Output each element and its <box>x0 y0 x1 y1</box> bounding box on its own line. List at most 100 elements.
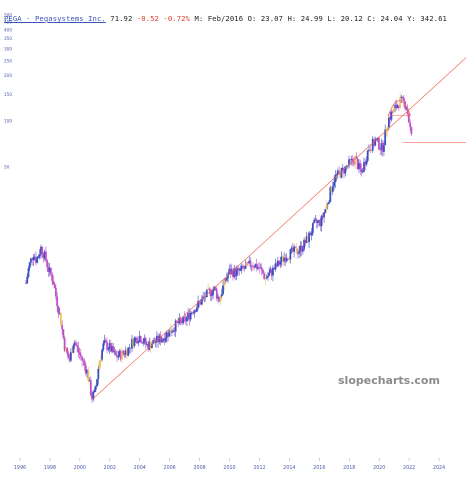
close-label: C: <box>367 14 377 23</box>
price-bar-body <box>364 162 367 165</box>
close-value: 24.04 <box>380 14 403 23</box>
price-bar-body <box>267 275 269 278</box>
price-bar-body <box>254 264 257 268</box>
price-bar-body <box>118 351 121 357</box>
price-bar-body <box>175 320 178 322</box>
price-bar-body <box>83 360 86 366</box>
price-bar-body <box>143 338 146 343</box>
price-bar-body <box>340 168 343 178</box>
price-bar-body <box>66 347 69 354</box>
price-bar-body <box>38 254 41 257</box>
price-bar-body <box>232 269 234 278</box>
price-bar-body <box>86 370 88 374</box>
price-bar-body <box>187 312 190 318</box>
price-bar-body <box>89 380 92 396</box>
price-bar-body <box>169 329 172 333</box>
price-bar-body <box>299 245 302 252</box>
price-bar-body <box>257 267 259 269</box>
price-bar-body <box>43 251 46 259</box>
price-bar-body <box>265 277 268 279</box>
price-bar-body <box>111 346 113 352</box>
price-bar-body <box>288 259 291 261</box>
price-bar-body <box>163 338 166 342</box>
price-bar-body <box>151 344 153 349</box>
price-bar-body <box>269 269 272 273</box>
price-bar-body <box>78 352 81 355</box>
price-bar-body <box>296 253 299 255</box>
y-tick-label: 300 <box>4 46 12 51</box>
price-bar-body <box>369 149 372 151</box>
price-bar-body <box>247 262 249 264</box>
x-tick-label: 2000 <box>74 465 86 471</box>
price-bar-body <box>47 267 50 272</box>
price-bar-body <box>308 232 310 243</box>
price-bar-body <box>81 356 83 361</box>
price-bar-body <box>62 329 65 338</box>
price-bar-body <box>341 168 344 169</box>
price-bar-body <box>314 219 317 221</box>
price-bar-body <box>310 232 313 236</box>
price-bar-body <box>393 107 395 113</box>
price-bar-body <box>249 260 252 267</box>
price-bar-body <box>59 312 62 326</box>
price-bar-body <box>97 368 100 380</box>
price-bar-body <box>289 249 292 260</box>
price-bar-body <box>240 265 243 269</box>
price-bar-body <box>45 251 47 261</box>
price-bar-body <box>123 353 126 355</box>
price-bar-body <box>395 104 398 108</box>
price-bar-body <box>401 96 404 98</box>
y-tick-label: 150 <box>4 92 12 97</box>
price-bar-body <box>324 209 327 213</box>
price-bar-body <box>133 338 136 346</box>
price-bar-body <box>325 204 328 210</box>
watermark: slopecharts.com <box>338 374 440 387</box>
price-bar-body <box>248 260 251 264</box>
price-bar-body <box>192 312 195 314</box>
price-bar-body <box>147 344 150 350</box>
price-bar-body <box>378 137 380 150</box>
price-bar-body <box>331 186 334 192</box>
price-bar-body <box>391 111 394 113</box>
price-bar-body <box>321 215 324 218</box>
price-bar-body <box>334 174 337 183</box>
x-tick-label: 2004 <box>134 465 146 471</box>
price-bar-body <box>274 263 277 270</box>
price-bar-body <box>158 335 161 343</box>
price-bar-body <box>212 290 214 295</box>
price-bar-body <box>134 337 137 339</box>
price-bar-body <box>410 127 413 135</box>
trendline-layer <box>91 57 467 401</box>
price-bar-body <box>284 257 287 262</box>
price-bar-body <box>104 340 107 342</box>
rising-trendline <box>91 57 467 401</box>
price-bar-body <box>46 260 49 268</box>
price-bar-body <box>82 360 85 362</box>
price-bar-body <box>379 149 382 151</box>
price-bar-body <box>238 268 241 271</box>
price-bar-body <box>159 335 162 343</box>
price-bar-body <box>373 139 375 146</box>
price-bar-body <box>399 97 402 109</box>
price-bar-body <box>197 301 199 308</box>
price-bar-body <box>101 350 103 360</box>
price-bar-body <box>98 361 101 369</box>
price-bar-body <box>102 343 105 351</box>
period-label: M: Feb/2016 <box>194 14 244 23</box>
price-bar-body <box>92 392 95 400</box>
price-bar-body <box>84 365 87 374</box>
price-bar-body <box>189 313 192 320</box>
symbol-name[interactable]: PEGA - Pegasystems Inc. <box>4 14 106 23</box>
price-bar-body <box>194 310 197 312</box>
price-bar-body <box>394 104 397 108</box>
price-bar-body <box>402 97 405 102</box>
price-bar-body <box>309 232 312 236</box>
price-bar-body <box>285 258 288 262</box>
price-bar-body <box>77 346 80 353</box>
chart-header: PEGA - Pegasystems Inc. 71.92 -0.52 -0.7… <box>4 14 447 23</box>
low-label: L: <box>327 14 337 23</box>
price-bar-body <box>42 254 45 259</box>
price-bar-body <box>31 258 34 260</box>
price-bar-body <box>381 143 384 152</box>
price-bar-body <box>409 122 412 128</box>
